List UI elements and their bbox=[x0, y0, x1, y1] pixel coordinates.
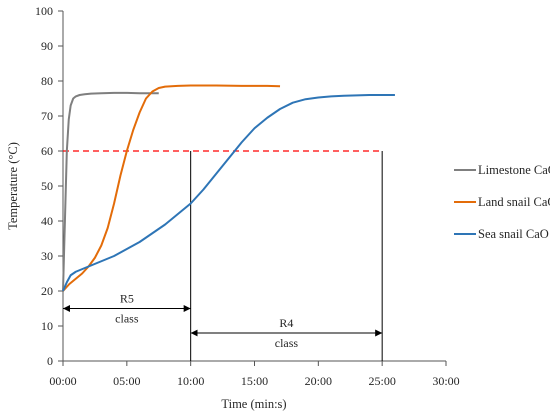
legend-label-1: Land snail CaO bbox=[478, 195, 550, 209]
x-tick-label: 00:00 bbox=[49, 374, 76, 388]
y-tick-label: 80 bbox=[41, 74, 53, 88]
legend-label-2: Sea snail CaO bbox=[478, 227, 549, 241]
annotation-r5-sub: class bbox=[115, 312, 139, 326]
y-tick-label: 70 bbox=[41, 109, 53, 123]
reference-layer bbox=[63, 150, 383, 361]
annotation-r5-label: R5 bbox=[120, 292, 134, 306]
y-tick-label: 10 bbox=[41, 319, 53, 333]
y-tick-label: 40 bbox=[41, 214, 53, 228]
series-line-2 bbox=[62, 94, 395, 292]
y-tick-label: 100 bbox=[35, 4, 53, 18]
x-tick-label: 30:00 bbox=[432, 374, 459, 388]
x-tick-label: 20:00 bbox=[305, 374, 332, 388]
x-tick-label: 15:00 bbox=[241, 374, 268, 388]
x-tick-labels: 00:00 05:00 10:00 15:00 20:00 25:00 30:00 bbox=[49, 361, 460, 388]
x-axis-label: Time (min:s) bbox=[221, 397, 286, 411]
x-tick-label: 25:00 bbox=[368, 374, 395, 388]
y-tick-label: 30 bbox=[41, 249, 53, 263]
y-tick-label: 20 bbox=[41, 284, 53, 298]
series-layer bbox=[62, 84, 395, 292]
y-tick-label: 60 bbox=[41, 144, 53, 158]
annotation-r4-label: R4 bbox=[279, 316, 293, 330]
x-tick-label: 10:00 bbox=[177, 374, 204, 388]
legend: Limestone CaO Land snail CaO Sea snail CaO bbox=[454, 163, 550, 241]
series-line-0 bbox=[62, 91, 159, 292]
annotation-layer: R5 class R4 class bbox=[63, 292, 383, 350]
y-tick-label: 50 bbox=[41, 179, 53, 193]
legend-label-0: Limestone CaO bbox=[478, 163, 550, 177]
y-tick-labels: 0 10 20 30 40 50 60 70 80 90 100 bbox=[35, 4, 63, 368]
annotation-r4-sub: class bbox=[275, 336, 299, 350]
x-tick-label: 05:00 bbox=[113, 374, 140, 388]
y-tick-label: 0 bbox=[47, 354, 53, 368]
series-line-1 bbox=[62, 84, 281, 292]
y-tick-label: 90 bbox=[41, 39, 53, 53]
y-axis-label: Temperature (°C) bbox=[6, 142, 20, 230]
y-axis: Temperature (°C) bbox=[6, 11, 64, 361]
